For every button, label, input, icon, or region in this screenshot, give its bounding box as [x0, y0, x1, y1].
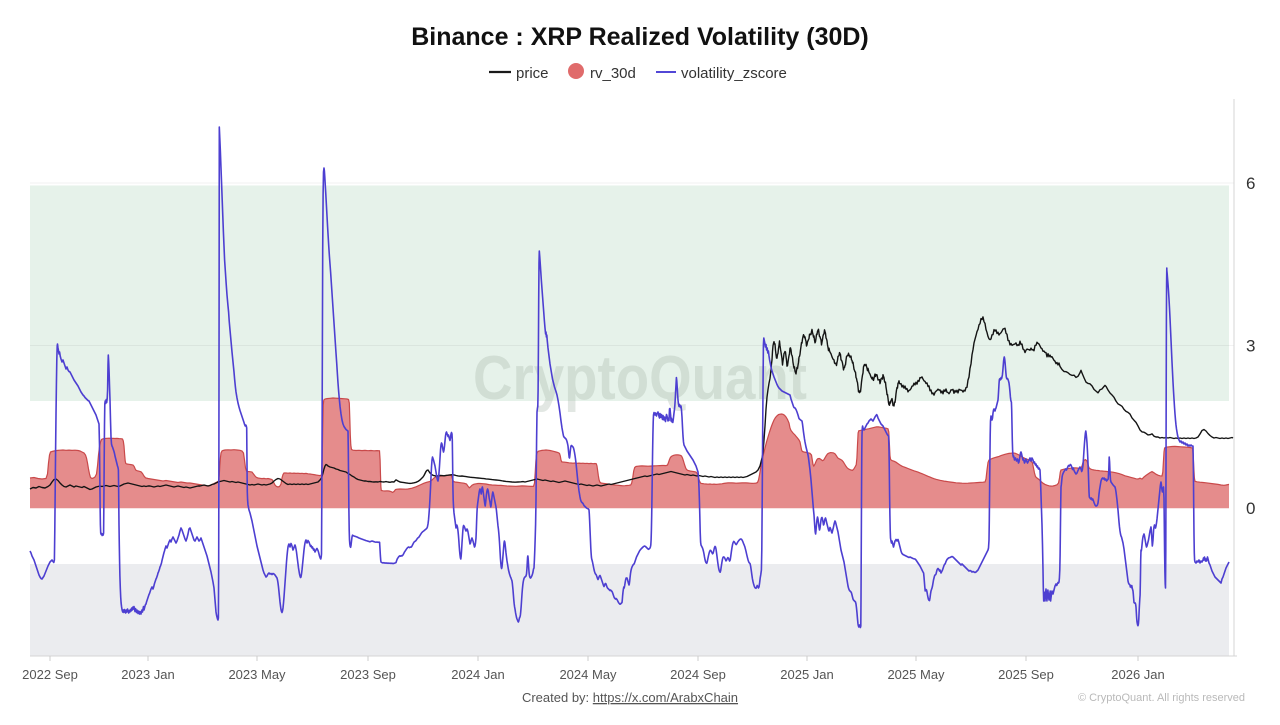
svg-text:rv_30d: rv_30d	[590, 65, 636, 82]
svg-text:2024 Jan: 2024 Jan	[451, 667, 505, 682]
svg-text:6: 6	[1246, 174, 1255, 193]
svg-text:2025 May: 2025 May	[887, 667, 945, 682]
svg-text:2025 Sep: 2025 Sep	[998, 667, 1054, 682]
svg-text:2025 Jan: 2025 Jan	[780, 667, 834, 682]
svg-text:volatility_zscore: volatility_zscore	[681, 65, 787, 82]
svg-text:CryptoQuant: CryptoQuant	[473, 344, 807, 413]
svg-text:2024 Sep: 2024 Sep	[670, 667, 726, 682]
svg-text:2023 Sep: 2023 Sep	[340, 667, 396, 682]
svg-text:2024 May: 2024 May	[559, 667, 617, 682]
svg-text:Created by: https://x.com/Arab: Created by: https://x.com/ArabxChain	[522, 690, 738, 705]
svg-text:price: price	[516, 65, 549, 82]
svg-text:© CryptoQuant. All rights rese: © CryptoQuant. All rights reserved	[1078, 692, 1245, 704]
svg-text:2023 Jan: 2023 Jan	[121, 667, 175, 682]
svg-text:2026 Jan: 2026 Jan	[1111, 667, 1165, 682]
svg-text:2023 May: 2023 May	[228, 667, 286, 682]
svg-text:3: 3	[1246, 337, 1255, 356]
svg-text:Binance : XRP Realized Volatil: Binance : XRP Realized Volatility (30D)	[411, 23, 869, 51]
svg-text:0: 0	[1246, 499, 1255, 518]
svg-text:2022 Sep: 2022 Sep	[22, 667, 78, 682]
